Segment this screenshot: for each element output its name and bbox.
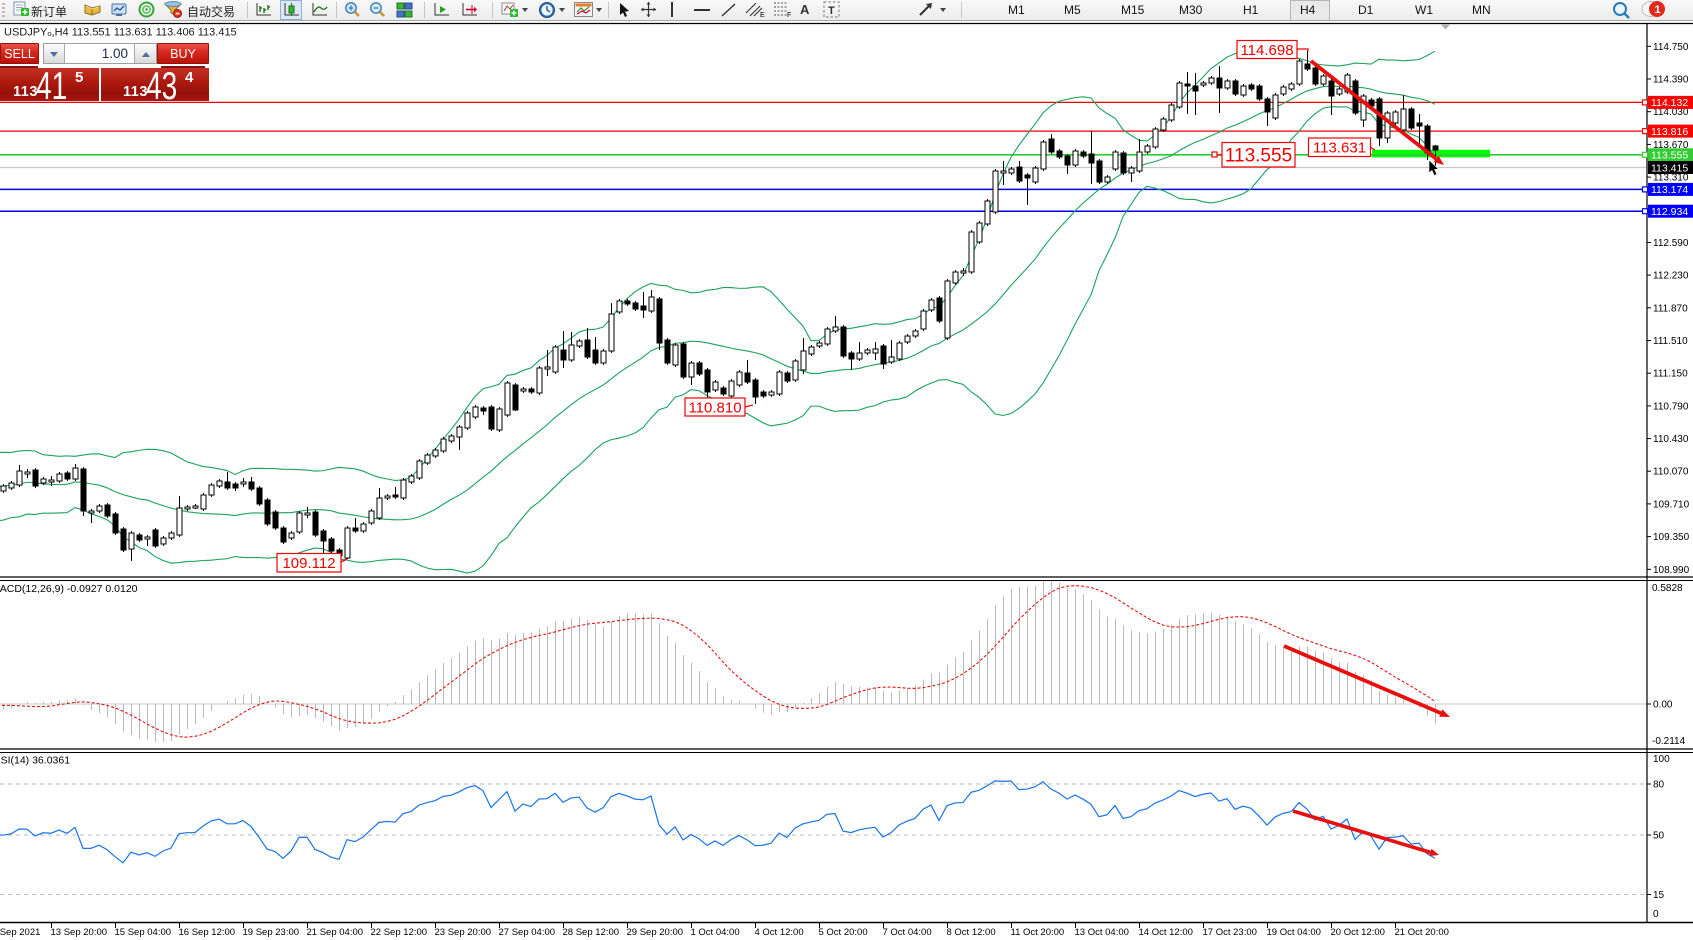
svg-text:80: 80 <box>1653 780 1665 791</box>
svg-text:5 Oct 20:00: 5 Oct 20:00 <box>819 927 868 938</box>
svg-text:MACD(12,26,9) -0.0927 0.0120: MACD(12,26,9) -0.0927 0.0120 <box>0 583 138 595</box>
svg-text:8 Oct 12:00: 8 Oct 12:00 <box>947 927 996 938</box>
svg-text:14 Oct 12:00: 14 Oct 12:00 <box>1139 927 1193 938</box>
svg-text:1 Oct 04:00: 1 Oct 04:00 <box>691 927 740 938</box>
svg-text:F: F <box>787 12 791 18</box>
svg-text:11 Oct 20:00: 11 Oct 20:00 <box>1011 927 1065 938</box>
svg-text:110.810: 110.810 <box>688 399 741 416</box>
svg-text:28 Sep 12:00: 28 Sep 12:00 <box>563 927 620 938</box>
svg-text:-0.2114: -0.2114 <box>1652 736 1686 747</box>
svg-text:22 Sep 12:00: 22 Sep 12:00 <box>371 927 428 938</box>
svg-text:1: 1 <box>1655 4 1661 16</box>
svg-text:USDJPYₒ,H4 113.551 113.631 11: USDJPYₒ,H4 113.551 113.631 113.406 113.4… <box>4 27 237 39</box>
svg-text:19 Oct 04:00: 19 Oct 04:00 <box>1267 927 1321 938</box>
svg-text:114.132: 114.132 <box>1651 97 1688 109</box>
svg-text:113.310: 113.310 <box>1653 173 1689 184</box>
svg-text:15: 15 <box>1653 890 1665 901</box>
svg-text:114.698: 114.698 <box>1240 42 1293 59</box>
svg-text:109.350: 109.350 <box>1653 532 1690 543</box>
svg-text:21 Sep 04:00: 21 Sep 04:00 <box>307 927 364 938</box>
svg-text:110.070: 110.070 <box>1653 467 1689 478</box>
svg-text:0: 0 <box>1653 909 1659 920</box>
svg-text:E: E <box>760 12 765 18</box>
svg-text:13 Sep 20:00: 13 Sep 20:00 <box>51 927 108 938</box>
svg-text:113.415: 113.415 <box>1651 162 1688 174</box>
svg-text:112.590: 112.590 <box>1653 238 1689 249</box>
svg-text:100: 100 <box>1653 754 1670 765</box>
svg-text:113.816: 113.816 <box>1651 126 1688 138</box>
svg-text:0.5828: 0.5828 <box>1652 583 1683 594</box>
svg-text:112.230: 112.230 <box>1653 271 1689 282</box>
svg-text:108.990: 108.990 <box>1653 565 1690 576</box>
svg-text:111.870: 111.870 <box>1653 303 1688 314</box>
svg-text:29 Sep 20:00: 29 Sep 20:00 <box>627 927 684 938</box>
svg-text:110.790: 110.790 <box>1653 401 1689 412</box>
svg-text:17 Oct 23:00: 17 Oct 23:00 <box>1203 927 1257 938</box>
svg-text:113.670: 113.670 <box>1653 140 1689 151</box>
svg-text:23 Sep 20:00: 23 Sep 20:00 <box>435 927 492 938</box>
svg-text:21 Oct 20:00: 21 Oct 20:00 <box>1395 927 1449 938</box>
svg-text:27 Sep 04:00: 27 Sep 04:00 <box>499 927 556 938</box>
svg-text:109.710: 109.710 <box>1653 499 1690 510</box>
svg-text:15 Sep 04:00: 15 Sep 04:00 <box>115 927 172 938</box>
svg-text:113.555: 113.555 <box>1651 150 1688 162</box>
svg-text:T: T <box>828 5 835 17</box>
svg-text:111.150: 111.150 <box>1653 369 1688 380</box>
svg-text:113.174: 113.174 <box>1651 184 1688 196</box>
svg-text:RSI(14) 36.0361: RSI(14) 36.0361 <box>0 755 70 767</box>
svg-text:12 Sep 2021: 12 Sep 2021 <box>0 927 40 938</box>
svg-text:111.510: 111.510 <box>1653 336 1688 347</box>
svg-text:13 Oct 04:00: 13 Oct 04:00 <box>1075 927 1129 938</box>
svg-text:114.030: 114.030 <box>1653 107 1689 118</box>
svg-text:114.390: 114.390 <box>1653 75 1689 86</box>
svg-text:50: 50 <box>1653 831 1665 842</box>
svg-text:4 Oct 12:00: 4 Oct 12:00 <box>755 927 804 938</box>
svg-text:0.00: 0.00 <box>1653 700 1673 711</box>
svg-text:110.430: 110.430 <box>1653 434 1689 445</box>
svg-text:19 Sep 23:00: 19 Sep 23:00 <box>243 927 300 938</box>
svg-text:113.631: 113.631 <box>1313 140 1366 157</box>
svg-text:7 Oct 04:00: 7 Oct 04:00 <box>883 927 932 938</box>
svg-text:109.112: 109.112 <box>282 555 335 572</box>
svg-text:112.934: 112.934 <box>1651 206 1688 218</box>
svg-text:16 Sep 12:00: 16 Sep 12:00 <box>179 927 236 938</box>
svg-text:113.555: 113.555 <box>1225 146 1292 167</box>
svg-text:20 Oct 12:00: 20 Oct 12:00 <box>1331 927 1385 938</box>
svg-text:114.750: 114.750 <box>1653 42 1689 53</box>
